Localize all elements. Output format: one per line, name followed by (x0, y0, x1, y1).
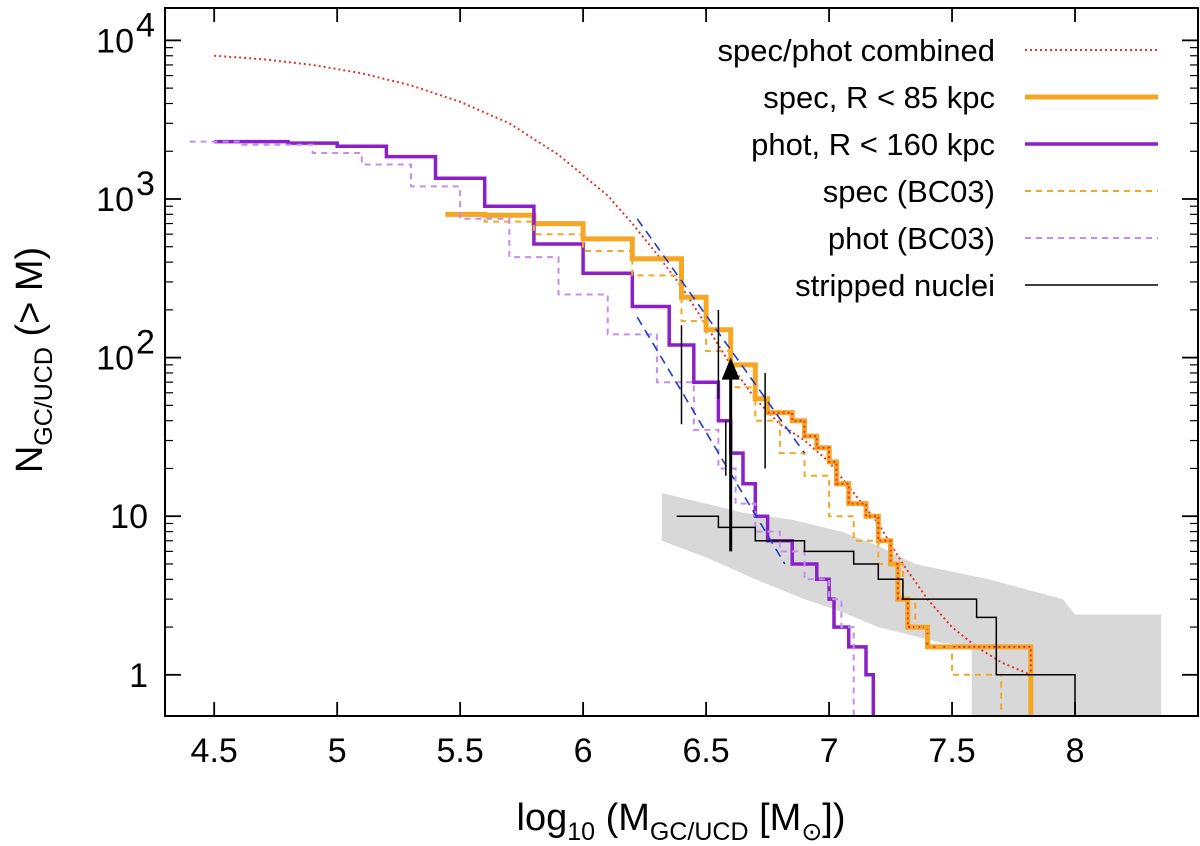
power-law-fit-1 (636, 218, 806, 454)
y-tick-label: 10 (110, 498, 148, 536)
power-law-fit-2 (636, 316, 786, 565)
y-tick-label: 1 (129, 657, 148, 695)
annotation-layer (636, 218, 806, 565)
legend-label: spec, R < 85 kpc (763, 80, 995, 115)
y-tick-exponent: 2 (136, 324, 155, 362)
x-axis-label-sub2: GC/UCD (650, 818, 749, 846)
legend-label: spec (BC03) (823, 174, 995, 209)
y-tick-exponent: 3 (136, 165, 155, 203)
x-tick-label: 4.5 (191, 732, 238, 770)
x-axis-label-sub1: 10 (567, 818, 595, 846)
shaded-band-layer (661, 493, 1162, 716)
y-tick-label: 10 (96, 340, 134, 378)
legend: spec/phot combined spec, R < 85 kpc phot, … (718, 33, 1158, 303)
x-tick-label: 7.5 (928, 732, 975, 770)
x-tick-label: 5.5 (437, 732, 484, 770)
x-axis-label-sub3: ⊙ (801, 818, 822, 846)
y-tick-label: 10 (96, 22, 134, 60)
x-tick-label: 6 (574, 732, 593, 770)
arrow-head (721, 357, 740, 380)
series-stripped-nuclei (676, 515, 1076, 716)
series-phot-r-160-kpc (214, 139, 876, 716)
x-axis-label-suffix: ]) (822, 797, 845, 839)
y-tick-exponent: 4 (136, 6, 155, 44)
legend-label: phot, R < 160 kpc (751, 127, 995, 162)
x-axis-label-mid2: [M (749, 797, 802, 839)
x-tick-label: 5 (328, 732, 347, 770)
legend-label: phot (BC03) (828, 221, 995, 256)
legend-label: stripped nuclei (795, 268, 995, 303)
x-tick-label: 7 (820, 732, 839, 770)
legend-label: spec/phot combined (718, 33, 995, 68)
y-axis-label-suffix: (> M) (9, 247, 51, 347)
x-axis-label: log10 (MGC/UCD [M⊙]) (517, 797, 846, 846)
x-axis-label-prefix: log (517, 797, 568, 839)
y-axis-label: NGC/UCD (> M) (9, 247, 58, 473)
y-tick-label: 10 (96, 181, 134, 219)
series-spec-bc03 (445, 213, 1003, 716)
x-tick-label: 6.5 (682, 732, 729, 770)
x-axis-label-mid: (M (595, 797, 650, 839)
y-axis-label-prefix: N (9, 446, 51, 473)
x-tick-label: 8 (1066, 732, 1085, 770)
stripped-nuclei-band (661, 493, 1162, 716)
y-axis-label-sub: GC/UCD (30, 347, 58, 446)
plot-frame (164, 7, 1199, 717)
series-phot-bc03 (189, 140, 855, 716)
series-spec-phot-overlay (767, 411, 1032, 675)
